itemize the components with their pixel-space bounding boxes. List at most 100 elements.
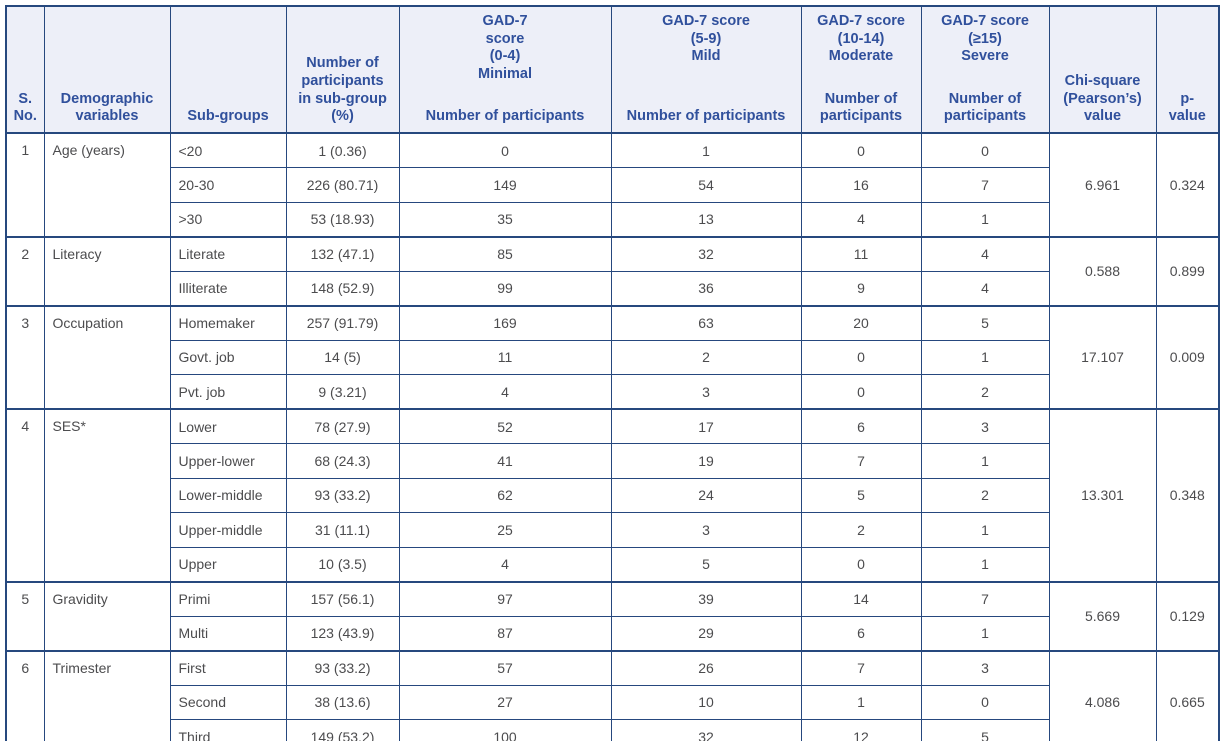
cell-mild: 10 xyxy=(610,684,802,720)
col-header-moderate-label: Number of participants xyxy=(819,90,903,125)
cell-minimal: 99 xyxy=(398,270,612,306)
cell-severe: 1 xyxy=(920,615,1050,651)
table-header: S. No. Demographic variables Sub-groups Num… xyxy=(5,6,1220,134)
cell-severe: 1 xyxy=(920,546,1050,582)
cell-severe: 1 xyxy=(920,201,1050,237)
col-header-chi-label: Chi-square (Pearson’s) value xyxy=(1063,72,1142,125)
table-row: Govt. job 14 (5) 11 2 0 1 xyxy=(6,339,1219,375)
table-body: 1 Age (years) <20 1 (0.36) 0 1 0 0 6.961 0.324 20-… xyxy=(5,132,1220,741)
cell-chi-square: 17.107 xyxy=(1048,304,1157,409)
cell-subgroup: Pvt. job xyxy=(169,374,287,409)
col-header-p-label: p- value xyxy=(1168,90,1206,125)
cell-subgroup: Lower xyxy=(169,408,287,444)
demographics-table: S. No. Demographic variables Sub-groups Num… xyxy=(5,5,1220,741)
col-header-moderate-title: GAD-7 score (10-14) Moderate xyxy=(817,13,905,65)
cell-subgroup: Second xyxy=(169,684,287,720)
cell-mild: 39 xyxy=(610,580,802,616)
cell-mild: 29 xyxy=(610,615,802,651)
col-header-moderate: GAD-7 score (10-14) Moderate Number of pa… xyxy=(800,6,922,134)
cell-participants: 31 (11.1) xyxy=(285,512,400,547)
col-header-severe: GAD-7 score (≥15) Severe Number of partic… xyxy=(920,6,1050,134)
cell-minimal: 87 xyxy=(398,615,612,651)
cell-minimal: 85 xyxy=(398,235,612,271)
table-row: Lower-middle 93 (33.2) 62 24 5 2 xyxy=(6,477,1219,513)
cell-participants: 132 (47.1) xyxy=(285,235,400,271)
cell-minimal: 25 xyxy=(398,512,612,547)
cell-severe: 4 xyxy=(920,270,1050,306)
col-header-severe-title: GAD-7 score (≥15) Severe xyxy=(941,13,1029,65)
cell-participants: 148 (52.9) xyxy=(285,270,400,306)
cell-participants: 9 (3.21) xyxy=(285,374,400,409)
cell-p-value: 0.899 xyxy=(1155,235,1220,306)
cell-severe: 1 xyxy=(920,443,1050,478)
table-row: >30 53 (18.93) 35 13 4 1 xyxy=(6,201,1219,237)
cell-participants: 38 (13.6) xyxy=(285,684,400,720)
cell-minimal: 27 xyxy=(398,684,612,720)
cell-moderate: 0 xyxy=(800,374,922,409)
cell-minimal: 11 xyxy=(398,339,612,375)
col-header-severe-label: Number of participants xyxy=(943,90,1027,125)
cell-severe: 5 xyxy=(920,304,1050,340)
table-row: 20-30 226 (80.71) 149 54 16 7 xyxy=(6,167,1219,202)
table-row: 2 Literacy Literate 132 (47.1) 85 32 11 4 0.588 0… xyxy=(5,235,1220,306)
cell-moderate: 0 xyxy=(800,132,922,168)
cell-severe: 2 xyxy=(920,477,1050,513)
cell-variable: Trimester xyxy=(43,649,171,741)
cell-chi-square: 4.086 xyxy=(1048,649,1157,741)
cell-moderate: 2 xyxy=(800,512,922,547)
cell-participants: 257 (91.79) xyxy=(285,304,400,340)
cell-subgroup: Upper-lower xyxy=(169,443,287,478)
cell-subgroup: Upper xyxy=(169,546,287,582)
cell-severe: 0 xyxy=(920,684,1050,720)
cell-participants: 226 (80.71) xyxy=(285,167,400,202)
cell-moderate: 14 xyxy=(800,580,922,616)
cell-variable: Age (years) xyxy=(43,132,171,237)
cell-sno: 3 xyxy=(5,304,45,409)
cell-moderate: 11 xyxy=(800,235,922,271)
header-row: S. No. Demographic variables Sub-groups Num… xyxy=(5,6,1220,134)
cell-moderate: 16 xyxy=(800,167,922,202)
col-header-minimal-label: Number of participants xyxy=(425,108,585,125)
cell-mild: 54 xyxy=(610,167,802,202)
col-header-mild-label: Number of participants xyxy=(626,108,786,125)
cell-subgroup: Third xyxy=(169,719,287,741)
col-header-mild: GAD-7 score (5-9) Mild Number of particip… xyxy=(610,6,802,134)
table-row: 6 Trimester First 93 (33.2) 57 26 7 3 4.086 0.665 xyxy=(5,649,1220,741)
cell-sno: 4 xyxy=(5,408,45,582)
col-header-sno-label: S. No. xyxy=(13,90,37,125)
cell-sno: 2 xyxy=(5,235,45,306)
table-row: 1 Age (years) <20 1 (0.36) 0 1 0 0 6.961 0.324 xyxy=(5,132,1220,237)
cell-minimal: 35 xyxy=(398,201,612,237)
cell-minimal: 57 xyxy=(398,649,612,685)
cell-mild: 1 xyxy=(610,132,802,168)
cell-participants: 93 (33.2) xyxy=(285,649,400,685)
cell-minimal: 62 xyxy=(398,477,612,513)
cell-subgroup: Literate xyxy=(169,235,287,271)
col-header-chi: Chi-square (Pearson’s) value xyxy=(1048,6,1157,134)
cell-minimal: 4 xyxy=(398,546,612,582)
cell-p-value: 0.129 xyxy=(1155,580,1220,651)
cell-participants: 123 (43.9) xyxy=(285,615,400,651)
cell-subgroup: >30 xyxy=(169,201,287,237)
cell-minimal: 169 xyxy=(398,304,612,340)
cell-minimal: 52 xyxy=(398,408,612,444)
cell-mild: 36 xyxy=(610,270,802,306)
cell-chi-square: 6.961 xyxy=(1048,132,1157,237)
cell-severe: 2 xyxy=(920,374,1050,409)
cell-participants: 78 (27.9) xyxy=(285,408,400,444)
cell-participants: 68 (24.3) xyxy=(285,443,400,478)
col-header-minimal: GAD-7 score (0-4) Minimal Number of parti… xyxy=(398,6,612,134)
cell-severe: 3 xyxy=(920,408,1050,444)
cell-mild: 13 xyxy=(610,201,802,237)
cell-severe: 3 xyxy=(920,649,1050,685)
col-header-variable-label: Demographic variables xyxy=(60,90,154,125)
cell-participants: 14 (5) xyxy=(285,339,400,375)
cell-sno: 1 xyxy=(5,132,45,237)
table-row: 3 Occupation Homemaker 257 (91.79) 169 63 20 5 1… xyxy=(5,304,1220,409)
cell-chi-square: 13.301 xyxy=(1048,408,1157,582)
cell-moderate: 7 xyxy=(800,443,922,478)
cell-moderate: 20 xyxy=(800,304,922,340)
cell-severe: 7 xyxy=(920,580,1050,616)
cell-variable: Gravidity xyxy=(43,580,171,651)
cell-moderate: 7 xyxy=(800,649,922,685)
